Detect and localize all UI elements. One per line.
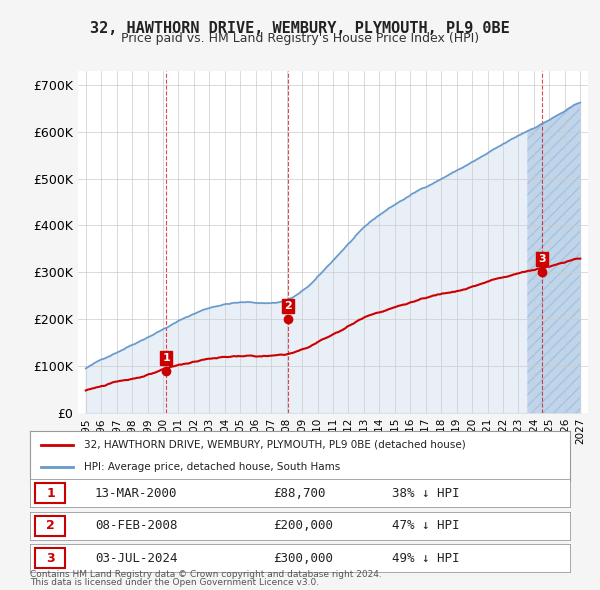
Text: HPI: Average price, detached house, South Hams: HPI: Average price, detached house, Sout… [84, 462, 340, 472]
Text: 38% ↓ HPI: 38% ↓ HPI [392, 487, 460, 500]
FancyBboxPatch shape [35, 483, 65, 503]
Text: Contains HM Land Registry data © Crown copyright and database right 2024.: Contains HM Land Registry data © Crown c… [30, 571, 382, 579]
Text: 47% ↓ HPI: 47% ↓ HPI [392, 519, 460, 532]
Text: 2: 2 [284, 301, 292, 311]
Text: 03-JUL-2024: 03-JUL-2024 [95, 552, 178, 565]
Text: 1: 1 [46, 487, 55, 500]
FancyBboxPatch shape [35, 516, 65, 536]
Text: 3: 3 [538, 254, 545, 264]
Text: Price paid vs. HM Land Registry's House Price Index (HPI): Price paid vs. HM Land Registry's House … [121, 32, 479, 45]
Text: 32, HAWTHORN DRIVE, WEMBURY, PLYMOUTH, PL9 0BE: 32, HAWTHORN DRIVE, WEMBURY, PLYMOUTH, P… [90, 21, 510, 35]
Text: £200,000: £200,000 [273, 519, 333, 532]
Text: 2: 2 [46, 519, 55, 532]
Text: £300,000: £300,000 [273, 552, 333, 565]
Text: This data is licensed under the Open Government Licence v3.0.: This data is licensed under the Open Gov… [30, 578, 319, 587]
Text: £88,700: £88,700 [273, 487, 325, 500]
Text: 1: 1 [162, 353, 170, 363]
FancyBboxPatch shape [35, 548, 65, 568]
Text: 49% ↓ HPI: 49% ↓ HPI [392, 552, 460, 565]
Text: 08-FEB-2008: 08-FEB-2008 [95, 519, 178, 532]
Text: 3: 3 [46, 552, 55, 565]
Text: 13-MAR-2000: 13-MAR-2000 [95, 487, 178, 500]
Text: 32, HAWTHORN DRIVE, WEMBURY, PLYMOUTH, PL9 0BE (detached house): 32, HAWTHORN DRIVE, WEMBURY, PLYMOUTH, P… [84, 440, 466, 450]
